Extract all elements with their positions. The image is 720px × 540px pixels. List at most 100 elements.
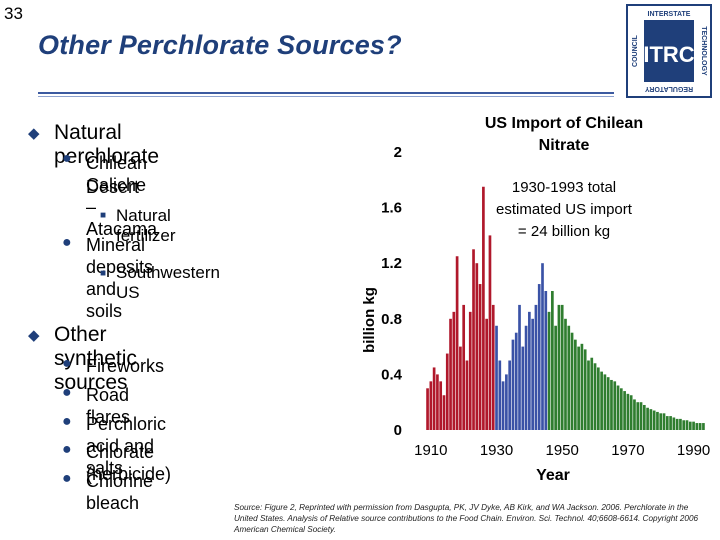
bar-1953 <box>570 332 574 430</box>
title-divider-secondary <box>38 96 614 97</box>
chart-annotation-line3: = 24 billion kg <box>518 223 610 240</box>
bar-1984 <box>672 417 676 430</box>
bar-1980 <box>659 413 663 430</box>
y-tick-label: 1.6 <box>381 200 402 217</box>
x-tick-label: 1970 <box>611 442 644 459</box>
bar-1955 <box>577 346 580 430</box>
bar-1910 <box>429 381 433 430</box>
bar-1990 <box>692 421 695 430</box>
bar-1928 <box>488 235 492 430</box>
bar-1988 <box>685 420 689 430</box>
itrc-logo: ITRC INTERSTATE REGULATORY COUNCIL TECHN… <box>626 4 712 98</box>
bar-1909 <box>426 388 429 430</box>
bar-1962 <box>600 371 603 430</box>
bar-1970 <box>626 393 630 430</box>
bar-1942 <box>534 304 538 430</box>
bullet-southwestern: Southwestern US <box>116 263 220 302</box>
dot-bullet-icon: ● <box>62 355 72 372</box>
bar-1913 <box>439 381 443 430</box>
chart-annotation-line2: estimated US import <box>496 201 633 218</box>
diamond-bullet-icon: ◆ <box>28 125 40 142</box>
bar-1963 <box>603 374 607 430</box>
bar-1911 <box>432 367 436 430</box>
bar-1975 <box>642 404 646 430</box>
bar-1965 <box>610 379 613 430</box>
bullet-road-flares: Road flares <box>86 385 131 427</box>
chart-annotation-line1: 1930-1993 total <box>512 179 616 196</box>
bullet-mineral: Mineral deposits and soils <box>86 235 154 321</box>
x-tick-label: 1930 <box>480 442 513 459</box>
chart-axis: 0 0.4 0.8 1.2 1.6 2 1910 1930 1950 1970 1990 <box>381 144 710 459</box>
source-citation: Source: Figure 2, Reprinted with permiss… <box>234 503 699 534</box>
bar-1939 <box>524 325 528 430</box>
bullet-fertilizer: Natural fertilizer <box>116 206 176 245</box>
bar-1957 <box>583 349 587 430</box>
bar-1916 <box>449 318 452 430</box>
bar-1924 <box>475 263 479 430</box>
dot-bullet-icon: ● <box>62 384 72 401</box>
bar-1938 <box>521 346 525 430</box>
dot-bullet-icon: ● <box>62 413 72 430</box>
bar-1944 <box>541 263 544 430</box>
bar-1925 <box>478 284 482 430</box>
bar-1985 <box>675 418 679 430</box>
bar-1914 <box>442 395 446 430</box>
bar-1945 <box>544 291 548 430</box>
bar-1976 <box>646 407 649 430</box>
bar-1974 <box>639 402 643 430</box>
logo-ring-bottom: REGULATORY <box>645 85 693 92</box>
bar-1954 <box>574 339 577 430</box>
bar-1993 <box>702 423 705 430</box>
y-tick-label: 1.2 <box>381 255 402 272</box>
y-axis-label: billion kg <box>361 287 378 353</box>
dot-bullet-icon: ● <box>62 234 72 251</box>
bullet-caliche-line2: Desert <box>86 177 140 197</box>
bar-1943 <box>537 284 541 430</box>
slide-number: 33 <box>4 4 23 23</box>
bar-1941 <box>531 318 534 430</box>
bar-1960 <box>593 363 597 430</box>
bar-1940 <box>528 311 531 430</box>
bullet-chlorine: Chlorine bleach <box>86 471 154 513</box>
logo-mark: ITRC <box>643 42 694 67</box>
page-title: Other Perchlorate Sources? <box>38 30 402 60</box>
bar-1958 <box>587 360 590 430</box>
x-tick-label: 1990 <box>677 442 710 459</box>
bar-1937 <box>518 304 521 430</box>
bar-1967 <box>616 385 620 430</box>
bar-1919 <box>459 346 462 430</box>
bar-1987 <box>682 420 686 430</box>
bullet-fireworks: Fireworks <box>86 356 165 376</box>
bar-1929 <box>491 304 495 430</box>
y-tick-label: 0.4 <box>381 366 403 383</box>
chart-title-line2: Nitrate <box>539 137 590 154</box>
logo-ring-right: TECHNOLOGY <box>700 26 707 76</box>
bar-1918 <box>455 256 459 430</box>
bar-1979 <box>656 411 659 430</box>
bar-1968 <box>619 388 623 430</box>
bar-1932 <box>501 381 505 430</box>
bar-1989 <box>688 421 692 430</box>
bar-1977 <box>649 409 653 430</box>
bullet-perchloric: Perchloric acid and salts <box>86 414 167 478</box>
bar-1921 <box>465 360 469 430</box>
bar-1978 <box>652 410 656 430</box>
bar-1915 <box>445 353 449 430</box>
logo-ring-left: COUNCIL <box>632 34 639 67</box>
bar-1946 <box>547 311 551 430</box>
bar-1992 <box>698 423 702 430</box>
bar-1949 <box>557 304 561 430</box>
dot-bullet-icon: ● <box>62 470 72 487</box>
bar-1934 <box>508 360 511 430</box>
bar-1927 <box>485 318 489 430</box>
bar-1956 <box>580 343 584 430</box>
x-tick-label: 1910 <box>414 442 447 459</box>
bar-1983 <box>669 416 672 430</box>
logo-ring-top: INTERSTATE <box>648 11 691 18</box>
bar-1972 <box>633 399 636 430</box>
bar-1951 <box>564 318 567 430</box>
bar-1950 <box>560 304 564 430</box>
bullet-chlorate: Chlorate (herbicide) <box>86 442 172 484</box>
bullet-synthetic: Other synthetic sources <box>54 323 137 394</box>
chart-title-line1: US Import of Chilean <box>485 115 643 132</box>
